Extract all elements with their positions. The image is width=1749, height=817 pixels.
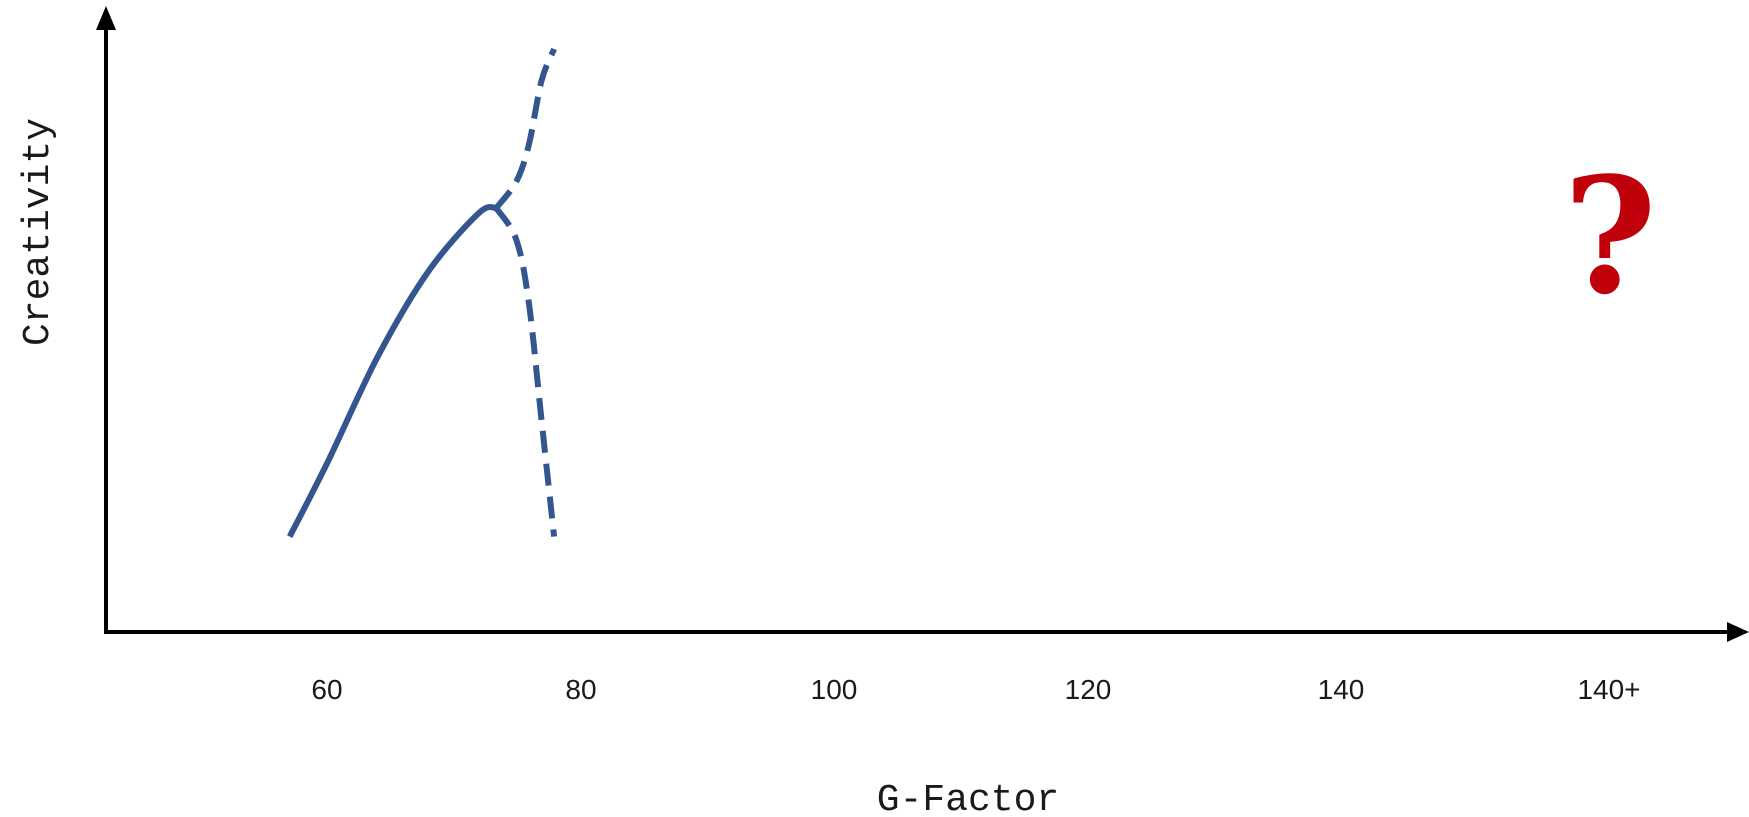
y-axis-arrow-icon	[96, 6, 116, 30]
x-axis-title: G-Factor	[877, 779, 1059, 817]
x-tick-labels: 60 80 100 120 140 140+	[311, 674, 1640, 705]
axes	[96, 6, 1749, 642]
solid-series-line	[287, 204, 498, 538]
x-tick-label: 120	[1065, 674, 1112, 705]
x-tick-label: 140+	[1577, 674, 1640, 705]
y-axis-title: Creativity	[17, 118, 60, 346]
dashed-series-line	[493, 47, 557, 210]
x-tick-label: 140	[1318, 674, 1365, 705]
dashed-series-line	[493, 206, 558, 537]
series-layer	[287, 47, 558, 538]
x-tick-label: 100	[811, 674, 858, 705]
x-axis-arrow-icon	[1727, 622, 1749, 642]
x-tick-label: 60	[311, 674, 342, 705]
question-mark-annotation: ?	[1563, 142, 1657, 330]
x-tick-label: 80	[565, 674, 596, 705]
